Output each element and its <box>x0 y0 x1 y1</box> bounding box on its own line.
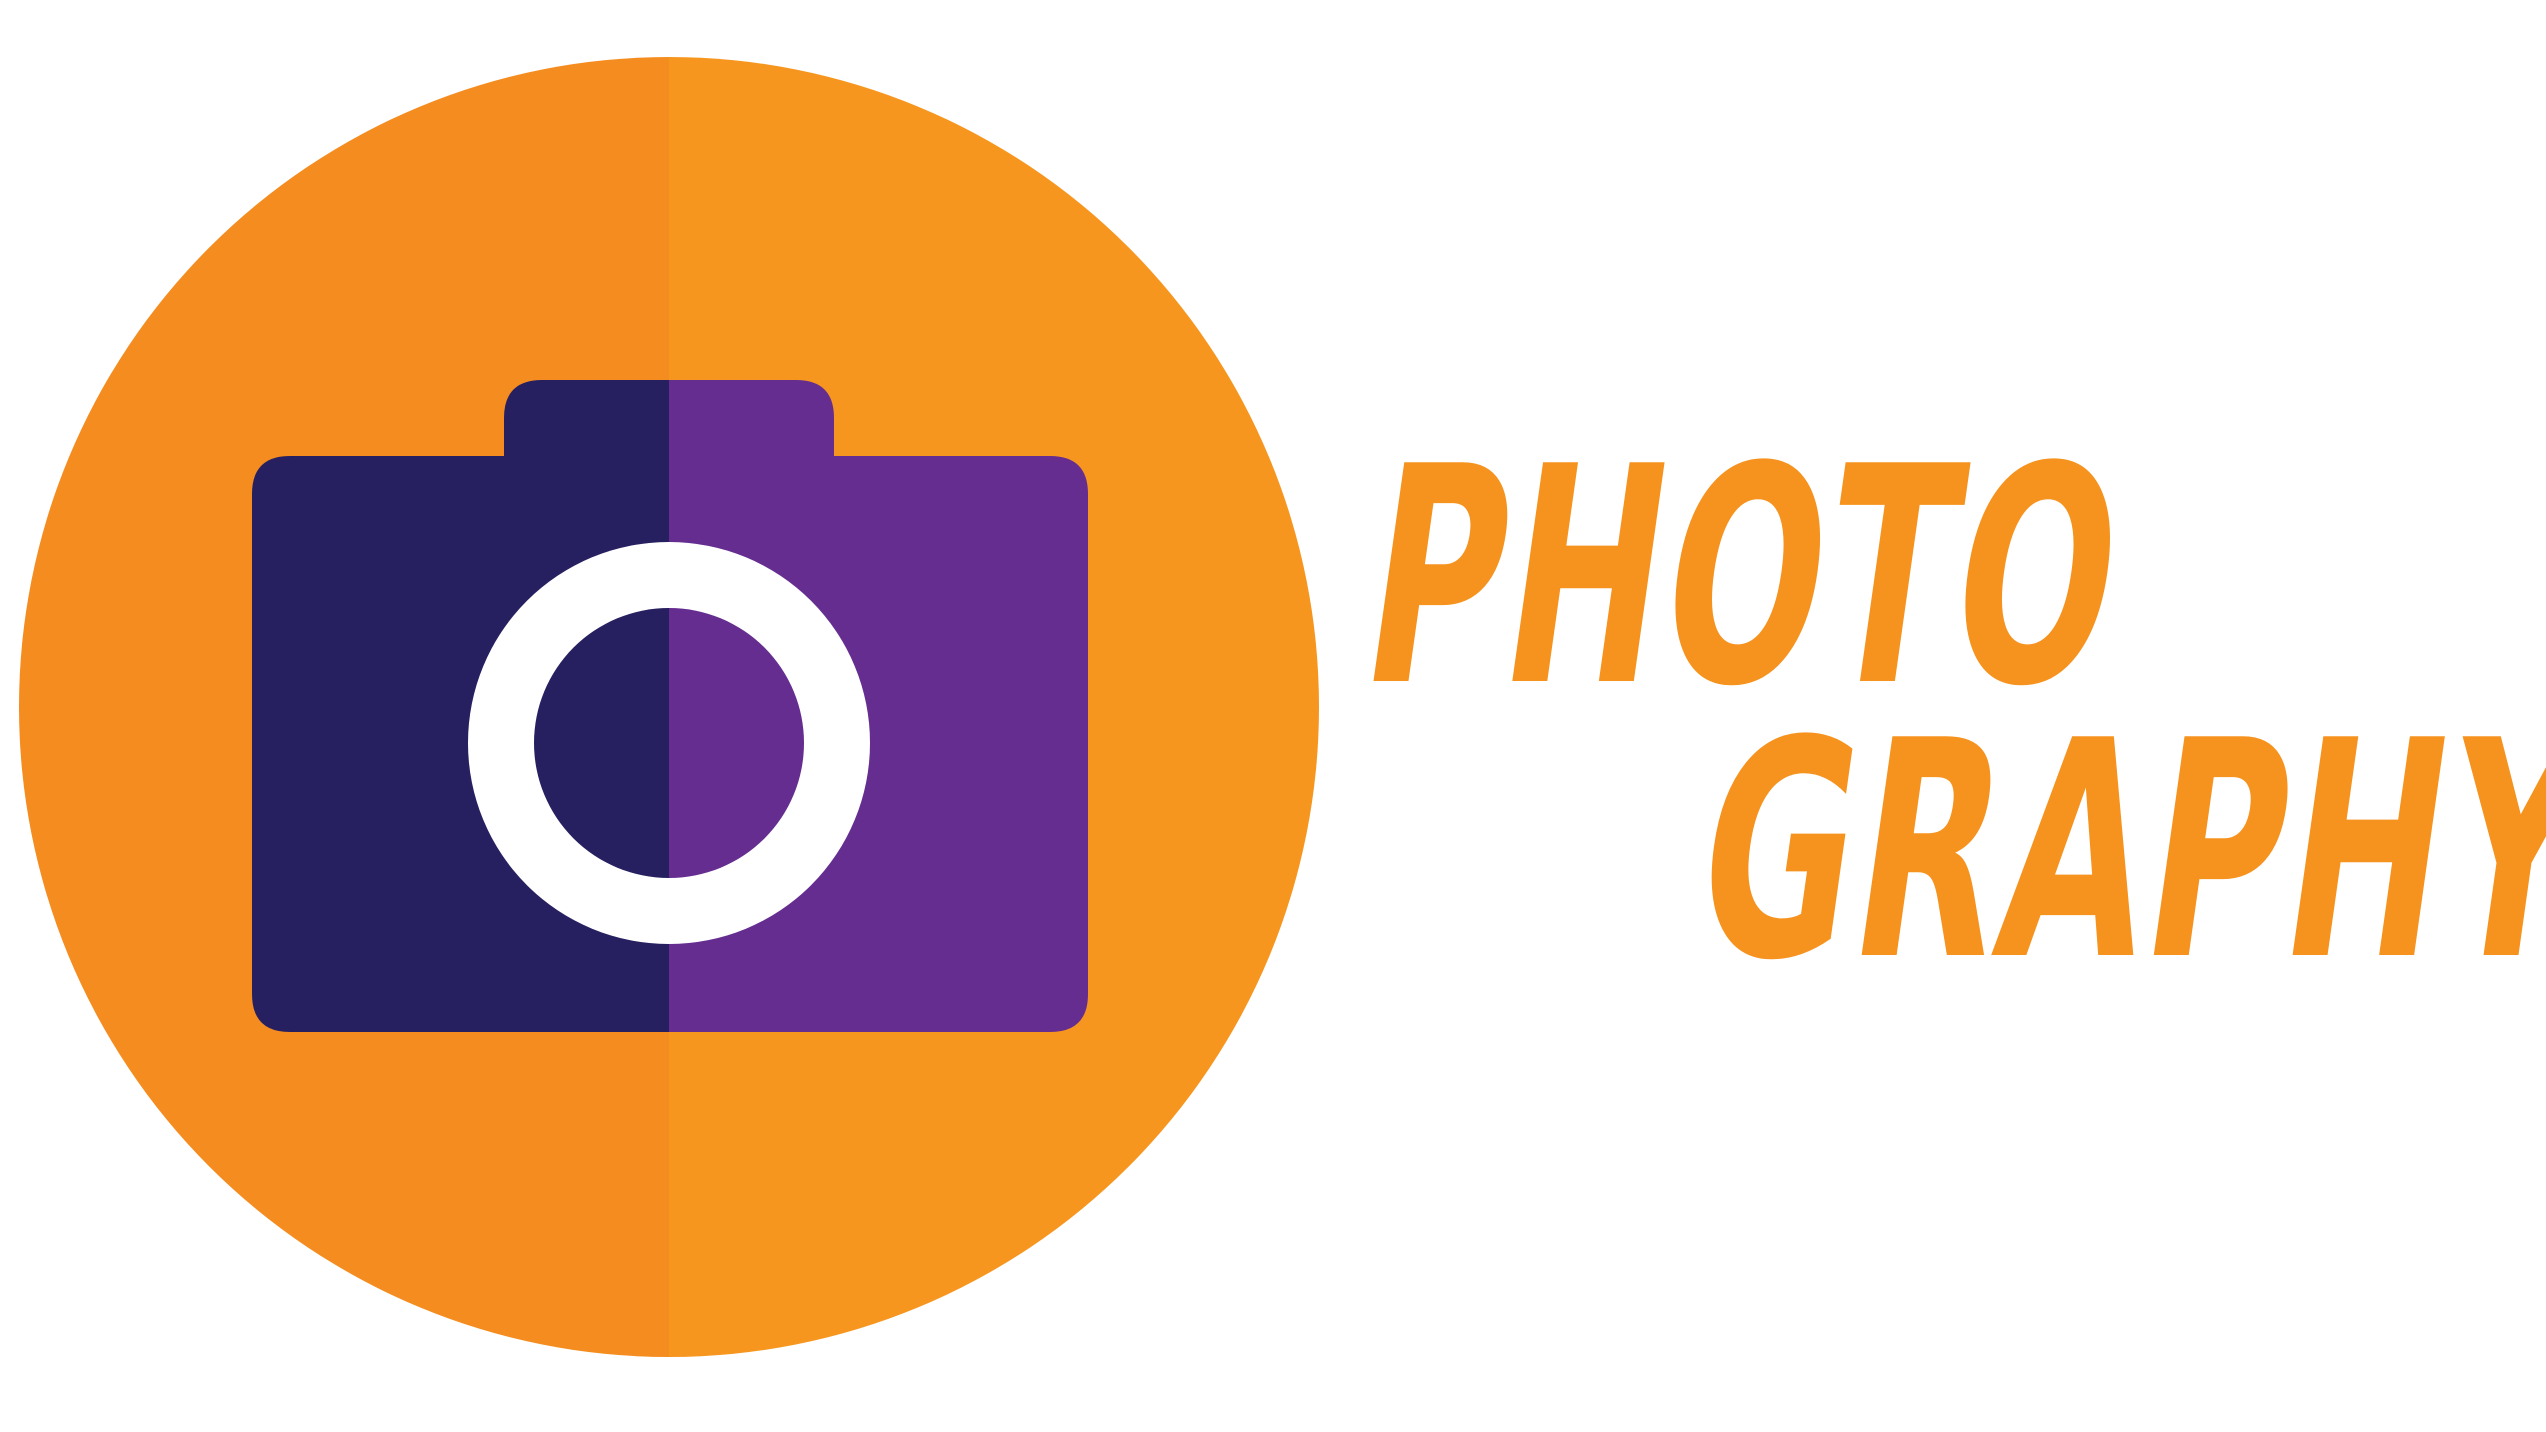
wordmark-line-graphy: GRAPHY <box>1679 677 2546 1026</box>
camera-badge <box>19 57 1319 1357</box>
lens-inner-left <box>534 608 669 878</box>
wordmark-line-photo: PHOTO <box>1346 403 2144 752</box>
camera-icon <box>252 380 1088 1032</box>
lens-inner-right <box>669 608 804 878</box>
